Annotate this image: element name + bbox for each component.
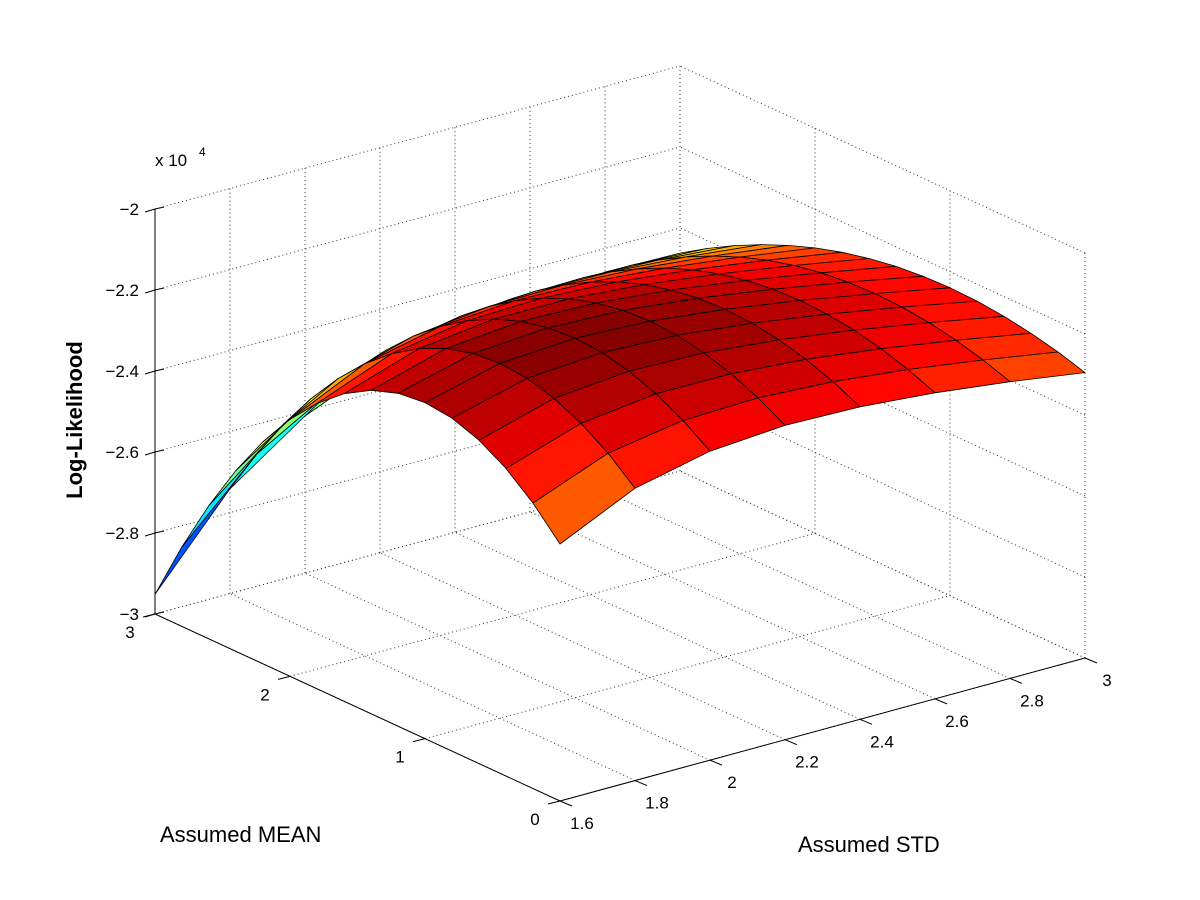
x-tick-label: 1.6: [570, 814, 594, 833]
wall-grid-line: [154, 389, 681, 534]
y-tick-label: 3: [125, 623, 134, 642]
floor-grid-line: [604, 490, 1011, 679]
y-axis-tick: [412, 738, 426, 743]
y-axis-label: Assumed MEAN: [160, 822, 321, 847]
x-tick-label: 2.4: [870, 732, 894, 751]
floor-grid-line: [529, 511, 936, 700]
y-axis-tick: [547, 800, 561, 805]
y-axis-line: [154, 613, 561, 802]
floor-grid-line: [424, 595, 951, 740]
axes-lines: [142, 206, 1098, 807]
z-axis-tick: [144, 532, 156, 537]
wall-grid-line: [154, 470, 681, 615]
wall-grid-line: [679, 65, 1086, 254]
wall-grid-line: [154, 146, 681, 291]
y-axis-tick: [142, 613, 156, 618]
z-axis-tick: [154, 368, 165, 372]
wall-grid-line: [154, 227, 681, 372]
floor-grid-line: [289, 532, 816, 677]
z-axis-tick: [154, 530, 165, 534]
z-axis-tick: [144, 370, 156, 375]
floor-grid-line: [229, 593, 636, 782]
tick-labels: −3 −2.8 −2.6 −2.4 −2.2 −2 0 1 2 3 1.6 1.8 2 2.2 2.4 2.6…: [105, 200, 1111, 833]
x-tick-label: 2.2: [795, 753, 819, 772]
y-tick-label: 0: [530, 810, 539, 829]
wall-grid-line: [679, 470, 1086, 659]
x-axis-tick: [559, 800, 573, 807]
z-tick-label: −2.4: [105, 362, 139, 381]
floor-grid-line: [379, 552, 786, 741]
surface-mesh: [154, 244, 1086, 595]
x-axis-label: Assumed STD: [798, 832, 940, 857]
z-axis-label: Log-Likelihood: [62, 341, 87, 499]
x-tick-label: 2.6: [945, 712, 969, 731]
floor-grid-line: [454, 531, 861, 720]
x-axis-tick: [934, 698, 948, 705]
x-axis-tick: [1009, 677, 1023, 684]
x-axis-line: [559, 657, 1086, 802]
z-axis-tick: [154, 611, 165, 615]
z-axis-tick: [144, 451, 156, 456]
floor-grid-line: [679, 470, 1086, 659]
x-axis-tick: [1084, 657, 1098, 664]
x-tick-label: 2.8: [1020, 691, 1044, 710]
z-axis-tick: [144, 289, 156, 294]
x-axis-tick: [859, 718, 873, 725]
x-axis-tick: [634, 780, 648, 787]
z-tick-label: −3: [120, 605, 139, 624]
z-axis-tick: [154, 449, 165, 453]
z-tick-label: −2.2: [105, 281, 139, 300]
z-tick-label: −2: [120, 200, 139, 219]
z-tick-label: −2.8: [105, 524, 139, 543]
x-axis-tick: [709, 759, 723, 766]
y-axis-tick: [277, 675, 291, 680]
y-tick-label: 1: [395, 748, 404, 767]
y-tick-label: 2: [260, 685, 269, 704]
z-tick-label: −2.6: [105, 443, 139, 462]
z-axis-tick: [144, 208, 156, 213]
z-axis-tick: [154, 206, 165, 210]
surface-face: [229, 389, 333, 490]
z-axis-tick: [154, 287, 165, 291]
x-tick-label: 1.8: [645, 794, 669, 813]
x-tick-label: 3: [1102, 671, 1111, 690]
wall-grid-line: [154, 65, 681, 210]
surface-face: [532, 452, 636, 545]
z-exponent-power: 4: [199, 145, 206, 159]
floor-grid-line: [304, 572, 711, 761]
x-axis-tick: [784, 739, 798, 746]
z-exponent-label: x 10: [155, 151, 187, 170]
x-tick-label: 2: [727, 773, 736, 792]
